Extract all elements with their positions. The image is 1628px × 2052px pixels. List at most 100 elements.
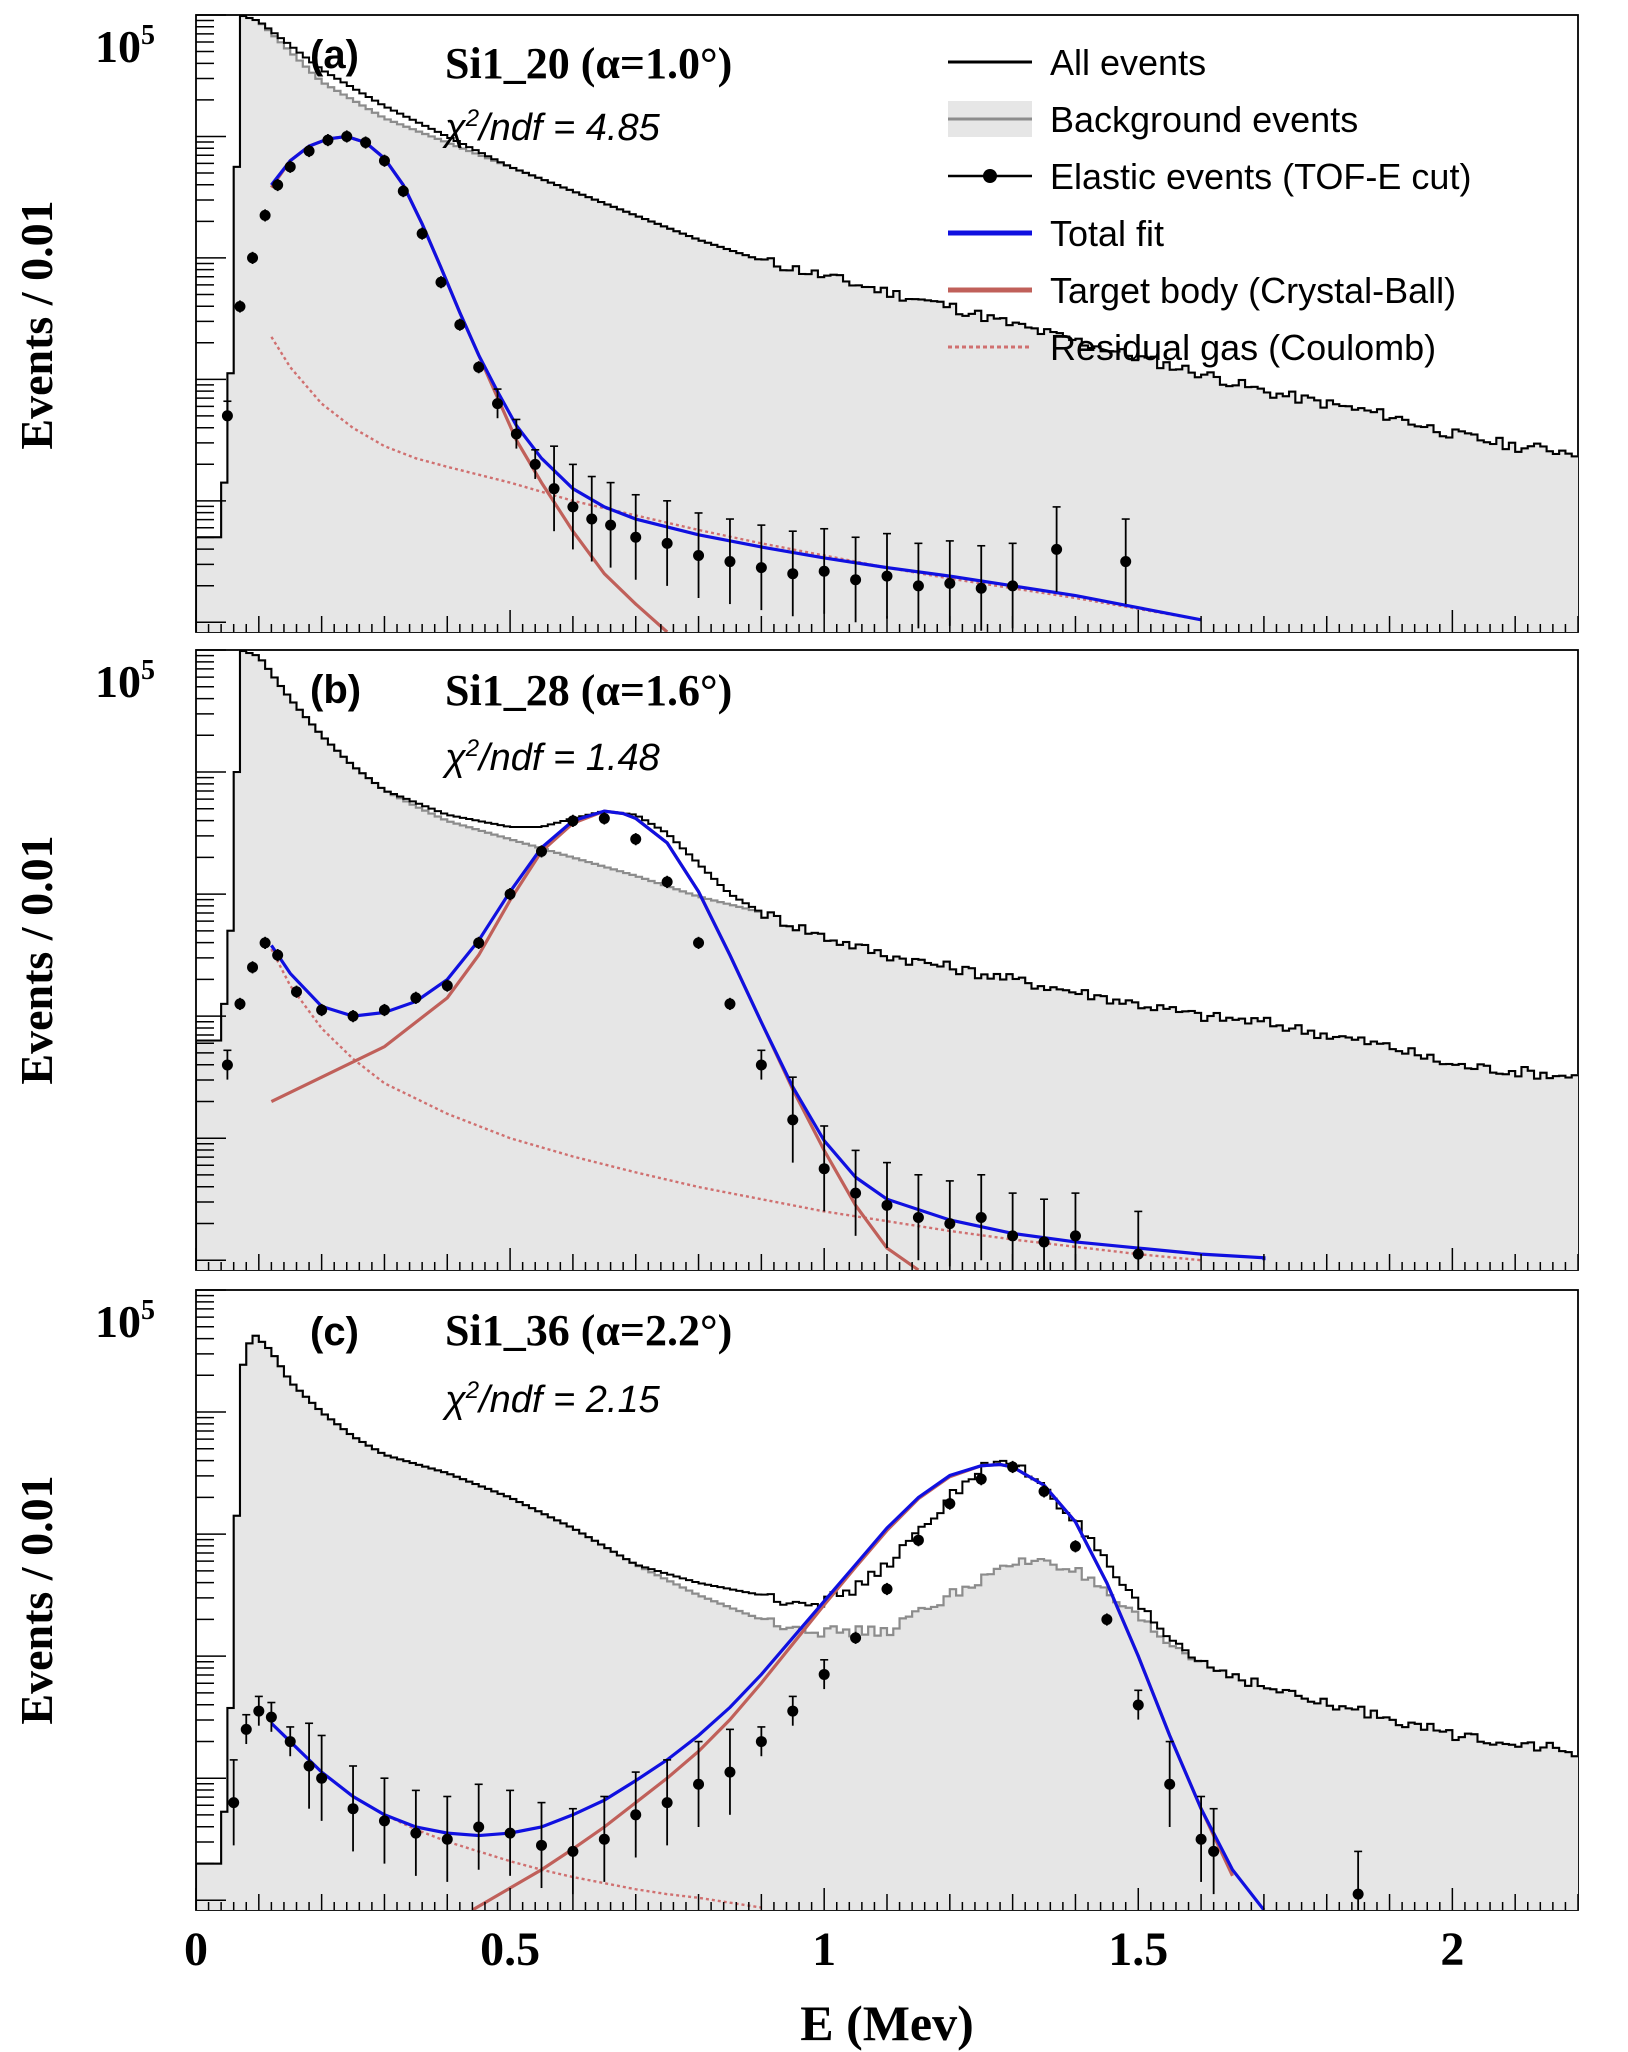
elastic-point	[316, 1004, 328, 1016]
x-tick-labels: 0 0.5 1 1.5 2	[184, 1923, 1464, 1976]
elastic-point	[416, 228, 428, 240]
legend-item-all: All events	[948, 42, 1206, 83]
elastic-point	[975, 1473, 987, 1485]
elastic-point	[567, 1845, 579, 1857]
elastic-point	[787, 1114, 799, 1126]
y-axis-label-c: Events / 0.01	[11, 1475, 62, 1724]
elastic-point	[284, 161, 296, 173]
plot-area-b	[195, 649, 1579, 1270]
panel-label-b: (b)	[310, 668, 361, 712]
chi2-label-c: χ2/ndf = 2.15	[442, 1377, 661, 1421]
y-axis-label-b: Events / 0.01	[11, 835, 62, 1084]
elastic-points	[221, 812, 1144, 1270]
elastic-point	[755, 562, 767, 574]
elastic-point	[1038, 1236, 1050, 1248]
panel-title-b: Si1_28 (α=1.6°)	[445, 666, 732, 715]
elastic-point	[755, 1059, 767, 1071]
elastic-point	[397, 185, 409, 197]
elastic-point	[473, 937, 485, 949]
elastic-point	[818, 1163, 830, 1175]
elastic-point	[1195, 1833, 1207, 1845]
elastic-point	[630, 531, 642, 543]
elastic-point	[259, 209, 271, 221]
elastic-point	[378, 1004, 390, 1016]
elastic-point	[347, 1010, 359, 1022]
elastic-point	[1352, 1888, 1364, 1900]
all-events-histogram	[196, 650, 1578, 1270]
ticks-c	[195, 1289, 1579, 1910]
elastic-point	[975, 1212, 987, 1224]
elastic-point	[378, 1815, 390, 1827]
background-fill	[196, 1335, 1578, 1910]
elastic-point	[1101, 1614, 1113, 1626]
elastic-point	[1120, 556, 1132, 568]
elastic-point	[441, 980, 453, 992]
elastic-point	[221, 1059, 233, 1071]
elastic-point	[492, 398, 504, 410]
elastic-point	[567, 815, 579, 827]
y-axis-label-a: Events / 0.01	[11, 200, 62, 449]
elastic-point	[912, 1212, 924, 1224]
elastic-points	[221, 130, 1132, 631]
legend-label: Elastic events (TOF-E cut)	[1050, 156, 1471, 197]
elastic-point	[510, 428, 522, 440]
elastic-point	[536, 1839, 547, 1851]
elastic-point	[454, 319, 466, 331]
panel-title-a: Si1_20 (α=1.0°)	[445, 39, 732, 88]
y-top-label-c: 105	[95, 1295, 155, 1347]
elastic-point	[661, 876, 673, 888]
elastic-point	[598, 812, 610, 824]
elastic-point	[322, 134, 334, 146]
total-fit-curve	[270, 809, 1266, 1261]
elastic-point	[360, 137, 372, 149]
elastic-point	[661, 1797, 673, 1809]
elastic-point	[693, 1778, 705, 1790]
elastic-point	[410, 1827, 422, 1839]
elastic-point	[341, 130, 353, 142]
elastic-point	[724, 1766, 736, 1778]
legend-label: All events	[1050, 42, 1206, 83]
panel-a: (a) Si1_20 (α=1.0°) χ2/ndf = 4.85	[195, 14, 1579, 633]
elastic-point	[850, 574, 862, 586]
elastic-points	[228, 1460, 1364, 1910]
elastic-point	[912, 1534, 924, 1546]
elastic-point	[473, 1821, 485, 1833]
elastic-point	[247, 252, 259, 264]
elastic-point	[253, 1705, 265, 1717]
elastic-point	[850, 1632, 862, 1644]
elastic-point	[567, 501, 579, 513]
elastic-point	[234, 300, 246, 312]
elastic-point	[1164, 1778, 1176, 1790]
plot-content-c	[196, 1334, 1578, 1910]
elastic-point	[1132, 1699, 1144, 1711]
elastic-point	[316, 1772, 328, 1784]
elastic-point	[303, 145, 315, 157]
ticks-b	[195, 649, 1579, 1270]
elastic-point	[1208, 1845, 1220, 1857]
elastic-point	[598, 1833, 610, 1845]
legend-item-background: Background events	[948, 99, 1358, 140]
elastic-point	[240, 1723, 252, 1735]
elastic-point	[347, 1803, 359, 1815]
elastic-point	[818, 1668, 830, 1680]
elastic-point	[284, 1736, 296, 1748]
legend-item-residual: Residual gas (Coulomb)	[948, 327, 1436, 368]
elastic-point	[548, 483, 560, 495]
legend-swatch-marker	[983, 169, 997, 183]
elastic-point	[272, 949, 284, 961]
background-fill	[196, 16, 1578, 632]
x-tick-label: 2	[1440, 1923, 1464, 1976]
elastic-point	[247, 961, 259, 973]
legend-item-target: Target body (Crystal-Ball)	[948, 270, 1456, 311]
elastic-point	[272, 179, 284, 191]
elastic-point	[228, 1797, 240, 1809]
panel-title-c: Si1_36 (α=2.2°)	[445, 1306, 732, 1355]
elastic-point	[605, 519, 617, 531]
plot-content-a	[196, 15, 1578, 632]
plot-area-a	[195, 14, 1579, 632]
elastic-point	[724, 998, 736, 1010]
panel-label-c: (c)	[310, 1310, 359, 1354]
elastic-point	[881, 1583, 893, 1595]
elastic-point	[787, 1705, 799, 1717]
